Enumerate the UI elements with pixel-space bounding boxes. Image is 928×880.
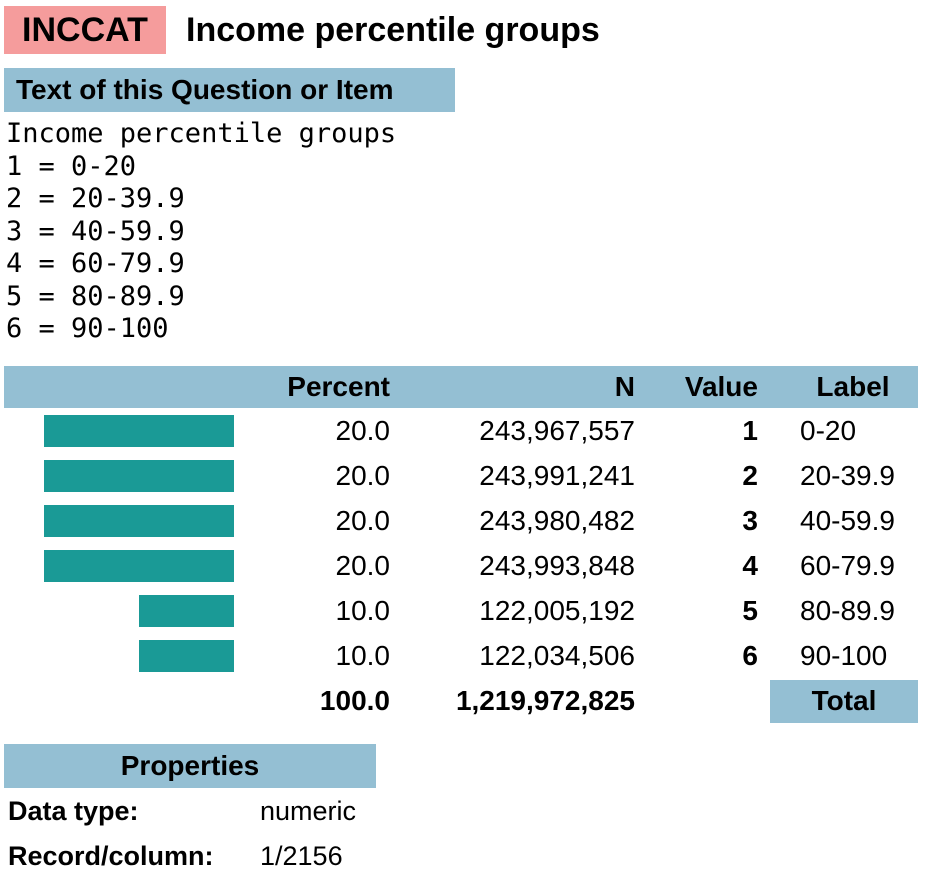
title: Income percentile groups xyxy=(186,11,600,49)
label-cell: 90-100 xyxy=(800,640,888,671)
percent-cell: 20.0 xyxy=(335,505,391,536)
question-line: 2 = 20-39.9 xyxy=(6,183,185,214)
total-box xyxy=(770,680,918,723)
label-cell: 60-79.9 xyxy=(800,550,895,581)
column-header: Label xyxy=(816,371,890,402)
question-line: 3 = 40-59.9 xyxy=(6,215,185,247)
value-cell: 6 xyxy=(742,640,758,671)
question-line: 4 = 60-79.9 xyxy=(6,248,185,279)
percent-bar xyxy=(44,460,234,492)
n-cell: 243,967,557 xyxy=(479,415,635,446)
percent-cell: 10.0 xyxy=(335,640,391,671)
percent-cell: 20.0 xyxy=(335,415,391,446)
value-cell: 5 xyxy=(742,595,758,626)
value-cell: 2 xyxy=(742,460,758,491)
property-value: numeric xyxy=(260,796,357,826)
question-line: Income percentile groups xyxy=(6,118,397,149)
n-cell: 122,034,506 xyxy=(479,640,635,671)
percent-cell: 20.0 xyxy=(335,460,391,491)
label-cell: 20-39.9 xyxy=(800,460,895,491)
section-heading: Properties xyxy=(4,744,376,788)
percent-bar xyxy=(44,415,234,447)
property-name: Record/column: xyxy=(8,841,214,871)
percent-bar xyxy=(139,640,234,672)
total-label: Total xyxy=(811,685,877,716)
question-line: 6 = 90-100 xyxy=(6,313,169,344)
question-line: 5 = 80-89.9 xyxy=(6,280,185,312)
property-value: 1/2156 xyxy=(260,841,343,871)
property-name: Data type: xyxy=(8,796,139,826)
value-cell: 1 xyxy=(742,415,758,446)
percent-bar xyxy=(139,595,234,627)
n-cell: 122,005,192 xyxy=(479,595,635,626)
total-percent: 100.0 xyxy=(319,685,390,716)
column-header: Percent xyxy=(287,371,390,402)
column-header: N xyxy=(614,371,635,402)
label-cell: 0-20 xyxy=(800,415,857,446)
n-cell: 243,993,848 xyxy=(479,550,635,581)
total-n: 1,219,972,825 xyxy=(455,685,635,716)
value-cell: 4 xyxy=(742,550,758,581)
table-header xyxy=(4,366,918,408)
percent-cell: 10.0 xyxy=(335,595,391,626)
percent-bar xyxy=(44,505,234,537)
question-text: Income percentile groups 1 = 0-20 2 = 20-3… xyxy=(6,118,396,346)
question-line: 1 = 0-20 xyxy=(6,150,137,182)
code-badge: INCCAT xyxy=(4,6,166,54)
n-cell: 243,980,482 xyxy=(479,505,635,536)
label-cell: 80-89.9 xyxy=(800,595,895,626)
n-cell: 243,991,241 xyxy=(479,460,635,491)
percent-bar xyxy=(44,550,234,582)
column-header: Value xyxy=(684,371,758,402)
section-heading: Text of this Question or Item xyxy=(4,68,455,112)
value-cell: 3 xyxy=(742,505,758,536)
percent-cell: 20.0 xyxy=(335,550,391,581)
label-cell: 40-59.9 xyxy=(800,505,895,536)
